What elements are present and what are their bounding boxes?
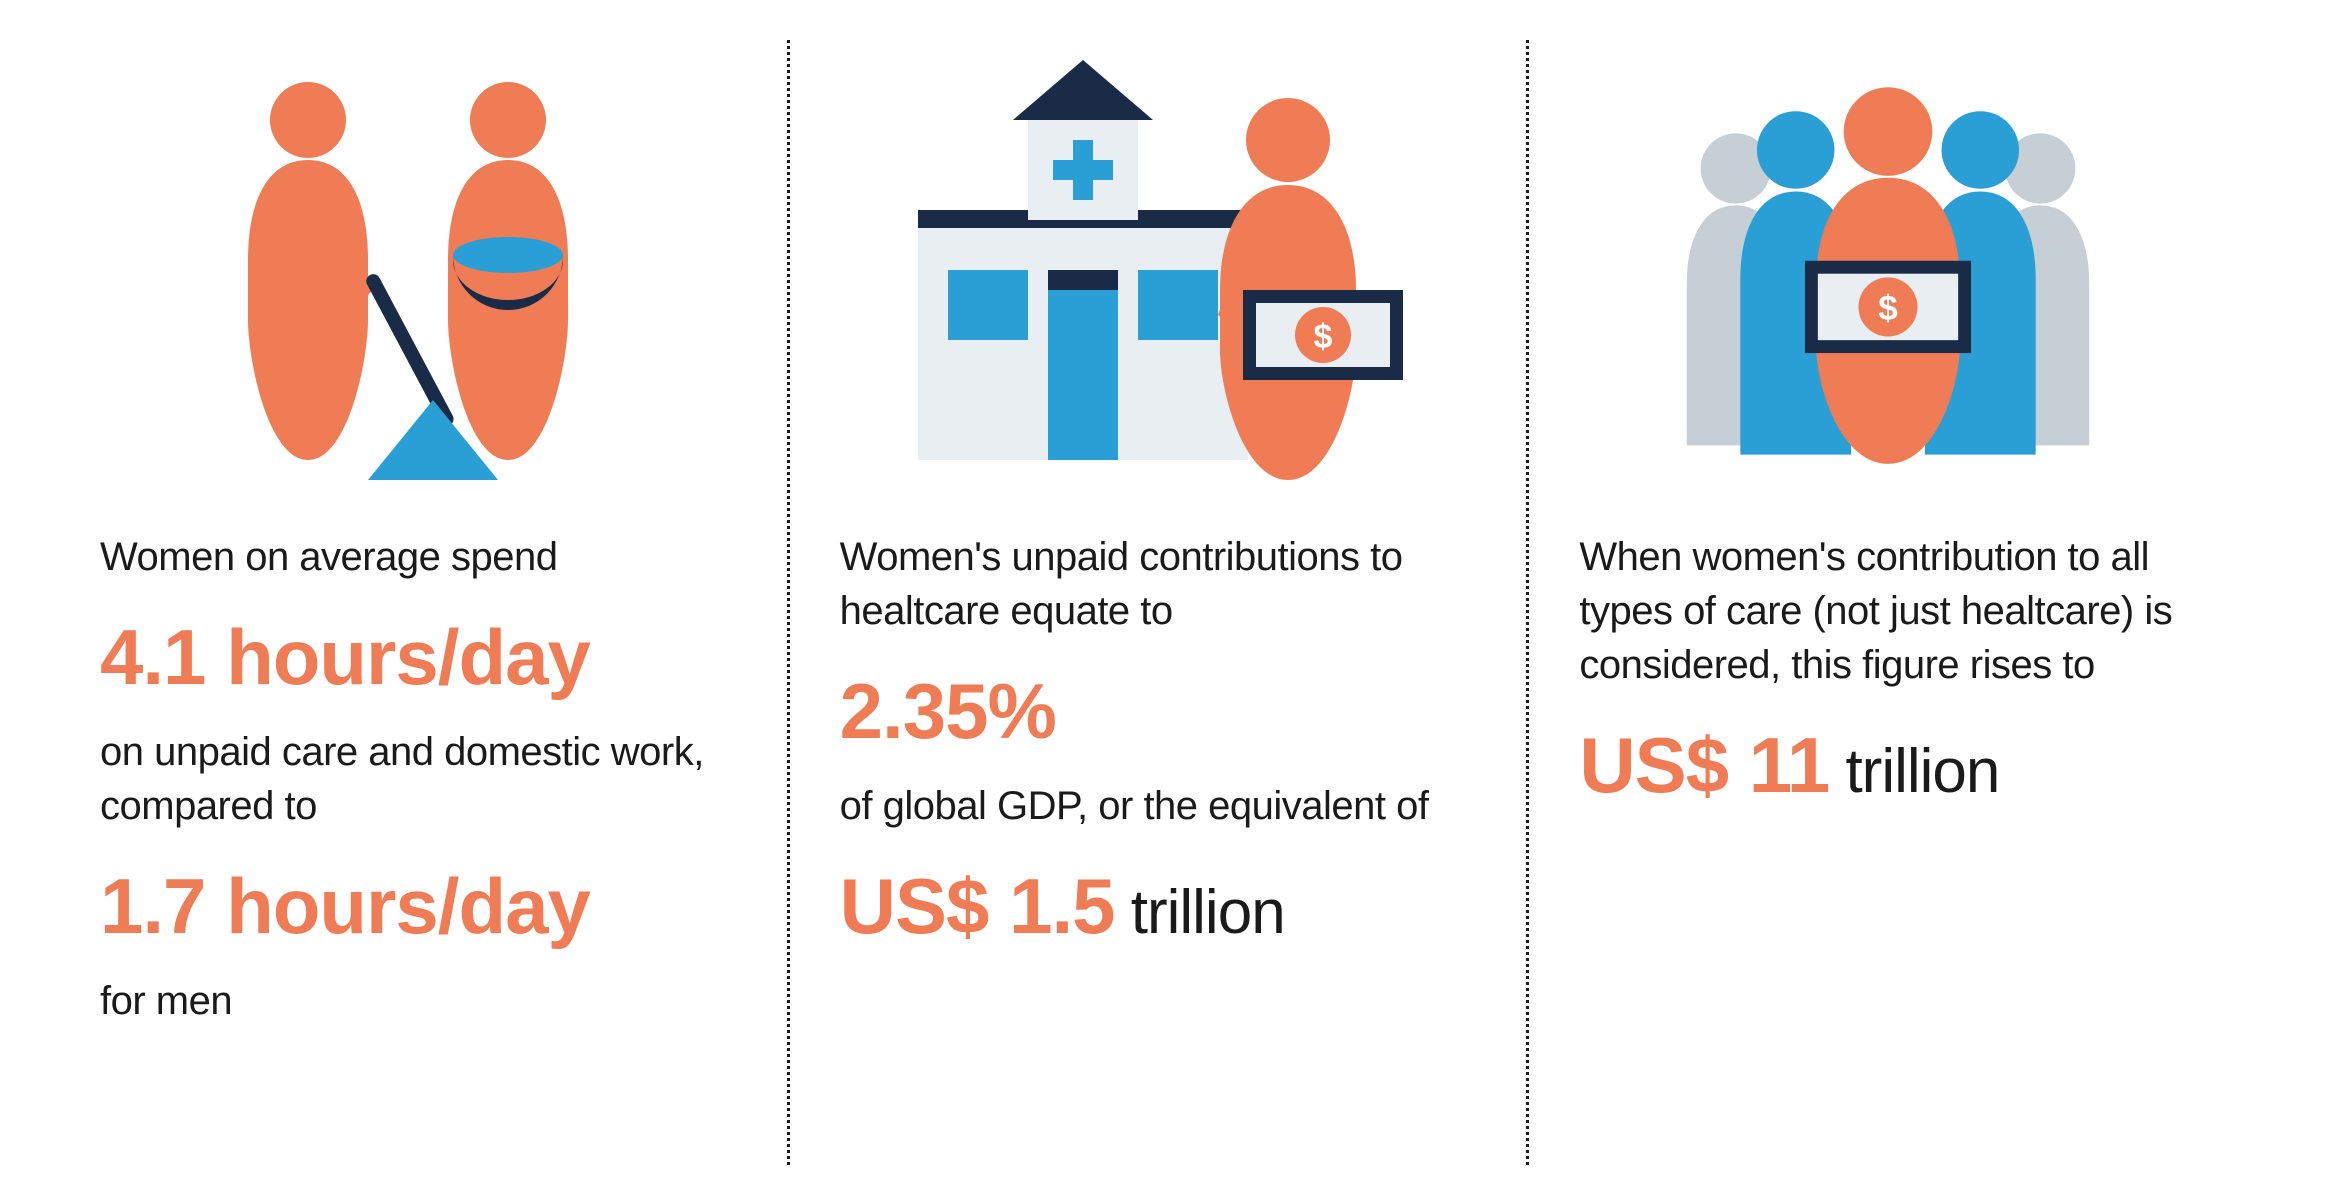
panel3-stat1-suffix: trillion [1829,737,1999,806]
divider-2 [1526,40,1529,1165]
panel2-stat2-main: US$ 1.5 [840,862,1115,950]
divider-1 [787,40,790,1165]
panel2-stat2: US$ 1.5 trillion [840,861,1457,952]
svg-text:$: $ [1878,289,1898,328]
hospital-woman-money-icon: $ [888,60,1408,480]
panel-healthcare: $ Women's unpaid contributions to healtc… [800,40,1517,1165]
panel1-line3: for men [100,974,717,1028]
group-woman-money-icon: $ [1648,60,2128,480]
panel1-stat2: 1.7 hours/day [100,861,717,952]
panel-domestic-work: Women on average spend 4.1 hours/day on … [100,40,777,1165]
illustration-domestic [100,40,717,480]
panel3-stat1-main: US$ 11 [1579,721,1829,809]
svg-text:$: $ [1314,318,1333,356]
panel3-stat1: US$ 11 trillion [1579,720,2196,811]
panel1-line1: Women on average spend [100,530,717,584]
panel2-line2: of global GDP, or the equivalent of [840,779,1457,833]
women-domestic-work-icon [198,60,618,480]
panel1-line2: on unpaid care and domestic work, compar… [100,725,717,833]
illustration-group: $ [1579,40,2196,480]
panel2-stat2-suffix: trillion [1115,878,1285,947]
panel-all-care: $ When women's contribution to all types… [1539,40,2256,1165]
illustration-hospital: $ [840,40,1457,480]
panel2-line1: Women's unpaid contributions to healtcar… [840,530,1457,638]
panel1-stat1: 4.1 hours/day [100,612,717,703]
panel3-line1: When women's contribution to all types o… [1579,530,2196,692]
infographic-container: Women on average spend 4.1 hours/day on … [0,0,2336,1185]
panel2-stat1: 2.35% [840,666,1457,757]
